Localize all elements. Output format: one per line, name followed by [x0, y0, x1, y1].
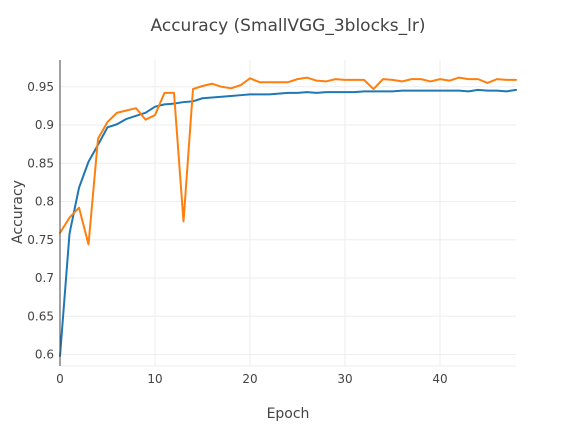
- y-axis-title: Accuracy: [10, 180, 26, 244]
- y-tick-label: 0.85: [27, 156, 54, 170]
- x-tick-label: 0: [56, 372, 64, 386]
- y-tick-label: 0.8: [35, 195, 54, 209]
- chart-title: Accuracy (SmallVGG_3blocks_lr): [151, 16, 426, 36]
- series-layer: [59, 76, 517, 358]
- y-tick-label: 0.6: [35, 348, 54, 362]
- series-line-1: [59, 88, 517, 358]
- series-line-2: [59, 76, 517, 246]
- axes-layer: [59, 60, 516, 367]
- x-tick-label: 10: [147, 372, 162, 386]
- y-tick-label: 0.7: [35, 271, 54, 285]
- y-tick-label: 0.65: [27, 309, 54, 323]
- ticks-layer: 0.6 0.65 0.7 0.75 0.8 0.85 0.9 0.95 0 10 20 30 40: [27, 80, 447, 386]
- y-tick-label: 0.95: [27, 80, 54, 94]
- x-tick-label: 30: [337, 372, 352, 386]
- x-tick-label: 20: [242, 372, 257, 386]
- x-tick-label: 40: [432, 372, 447, 386]
- y-tick-label: 0.9: [35, 118, 54, 132]
- grid-layer: [60, 60, 516, 366]
- x-axis-title: Epoch: [267, 406, 310, 422]
- y-tick-label: 0.75: [27, 233, 54, 247]
